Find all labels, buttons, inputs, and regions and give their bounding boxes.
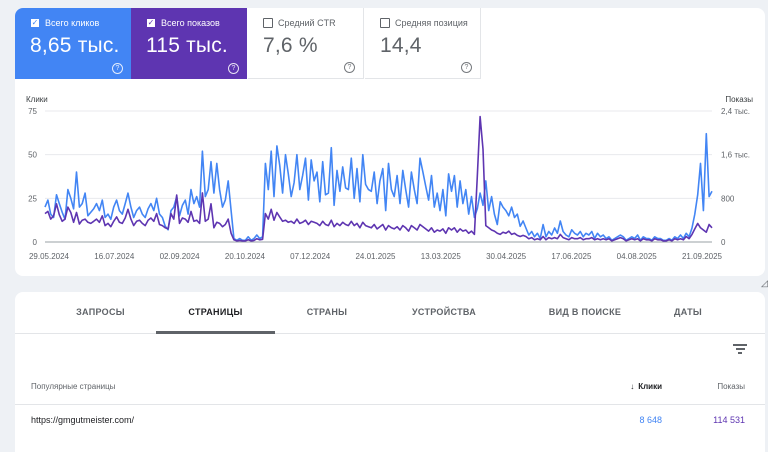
metric-label: Всего кликов xyxy=(45,18,100,28)
x-tick: 16.07.2024 xyxy=(94,252,135,261)
y-tick-right: 0 xyxy=(721,238,726,247)
column-header-pages: Популярные страницы xyxy=(31,382,116,391)
checkbox-checked-icon[interactable]: ✓ xyxy=(30,18,40,28)
checkbox-unchecked-icon[interactable] xyxy=(380,18,390,28)
metric-value: 7,6 % xyxy=(263,34,318,57)
table-row[interactable]: https://gmgutmeister.com/ 8 648 114 531 xyxy=(15,405,765,433)
resize-cursor-icon: ◿ xyxy=(761,278,768,288)
y-tick-left: 25 xyxy=(28,194,37,203)
help-icon[interactable]: ? xyxy=(344,62,355,73)
impressions-value: 114 531 xyxy=(713,415,745,425)
metric-label: Всего показов xyxy=(161,18,220,28)
x-tick: 17.06.2025 xyxy=(551,252,592,261)
dimension-tabs: ЗАПРОСЫ СТРАНИЦЫ СТРАНЫ УСТРОЙСТВА ВИД В… xyxy=(15,292,765,334)
tab-queries[interactable]: ЗАПРОСЫ xyxy=(76,307,125,317)
tab-devices[interactable]: УСТРОЙСТВА xyxy=(411,307,477,317)
help-icon[interactable]: ? xyxy=(112,63,123,74)
right-axis-title: Показы xyxy=(725,95,753,104)
tab-pages[interactable]: СТРАНИЦЫ xyxy=(156,292,275,334)
sort-arrow-down-icon: ↓ xyxy=(630,382,635,391)
filter-icon[interactable] xyxy=(733,344,747,354)
metric-value: 115 тыс. xyxy=(146,34,228,57)
metric-header: ✓ Всего показов xyxy=(146,18,247,28)
column-header-clicks[interactable]: ↓ Клики xyxy=(630,382,662,391)
metric-value: 8,65 тыс. xyxy=(30,34,120,57)
impressions-series-line xyxy=(44,115,713,242)
metric-header: Средняя позиция xyxy=(380,18,480,28)
x-tick: 24.01.2025 xyxy=(355,252,396,261)
help-icon[interactable]: ? xyxy=(461,62,472,73)
report-table-panel: ЗАПРОСЫ СТРАНИЦЫ СТРАНЫ УСТРОЙСТВА ВИД В… xyxy=(15,292,765,452)
left-axis-title: Клики xyxy=(26,95,48,104)
x-tick: 20.10.2024 xyxy=(225,252,266,261)
clicks-value: 8 648 xyxy=(639,415,662,425)
help-icon[interactable]: ? xyxy=(228,63,239,74)
metric-header: ✓ Всего кликов xyxy=(30,18,131,28)
column-header-clicks-label: Клики xyxy=(638,382,662,391)
metric-card-ctr[interactable]: Средний CTR 7,6 % ? xyxy=(248,8,364,79)
y-tick-left: 50 xyxy=(28,151,37,160)
x-tick: 07.12.2024 xyxy=(290,252,331,261)
line-chart[interactable]: Клики Показы 75 2,4 тыс. 50 1,6 тыс. 25 800 0 0… xyxy=(15,92,765,272)
clicks-series-line xyxy=(44,132,713,242)
tab-dates[interactable]: ДАТЫ xyxy=(674,307,702,317)
tab-countries[interactable]: СТРАНЫ xyxy=(306,307,348,317)
x-tick: 13.03.2025 xyxy=(421,252,462,261)
y-tick-right: 1,6 тыс. xyxy=(721,151,750,160)
performance-chart-panel: ✓ Всего кликов 8,65 тыс. ? ✓ Всего показ… xyxy=(15,8,765,276)
y-tick-right: 2,4 тыс. xyxy=(721,107,750,116)
table-header: Популярные страницы ↓ Клики Показы xyxy=(15,376,765,405)
metric-header: Средний CTR xyxy=(263,18,363,28)
x-tick: 29.05.2024 xyxy=(29,252,70,261)
metric-label: Средняя позиция xyxy=(395,18,468,28)
metric-card-position[interactable]: Средняя позиция 14,4 ? xyxy=(365,8,481,79)
x-tick: 04.08.2025 xyxy=(617,252,658,261)
y-tick-left: 75 xyxy=(28,107,37,116)
tab-search-appearance[interactable]: ВИД В ПОИСКЕ xyxy=(548,307,622,317)
y-tick-left: 0 xyxy=(33,238,38,247)
metric-label: Средний CTR xyxy=(278,18,336,28)
page-url[interactable]: https://gmgutmeister.com/ xyxy=(31,415,135,425)
x-tick: 02.09.2024 xyxy=(160,252,201,261)
metric-value: 14,4 xyxy=(380,34,422,57)
metric-card-clicks[interactable]: ✓ Всего кликов 8,65 тыс. ? xyxy=(15,8,131,79)
column-header-impressions[interactable]: Показы xyxy=(717,382,745,391)
x-tick: 21.09.2025 xyxy=(682,252,723,261)
checkbox-checked-icon[interactable]: ✓ xyxy=(146,18,156,28)
y-tick-right: 800 xyxy=(721,194,735,203)
checkbox-unchecked-icon[interactable] xyxy=(263,18,273,28)
x-tick: 30.04.2025 xyxy=(486,252,527,261)
metric-card-impressions[interactable]: ✓ Всего показов 115 тыс. ? xyxy=(131,8,247,79)
